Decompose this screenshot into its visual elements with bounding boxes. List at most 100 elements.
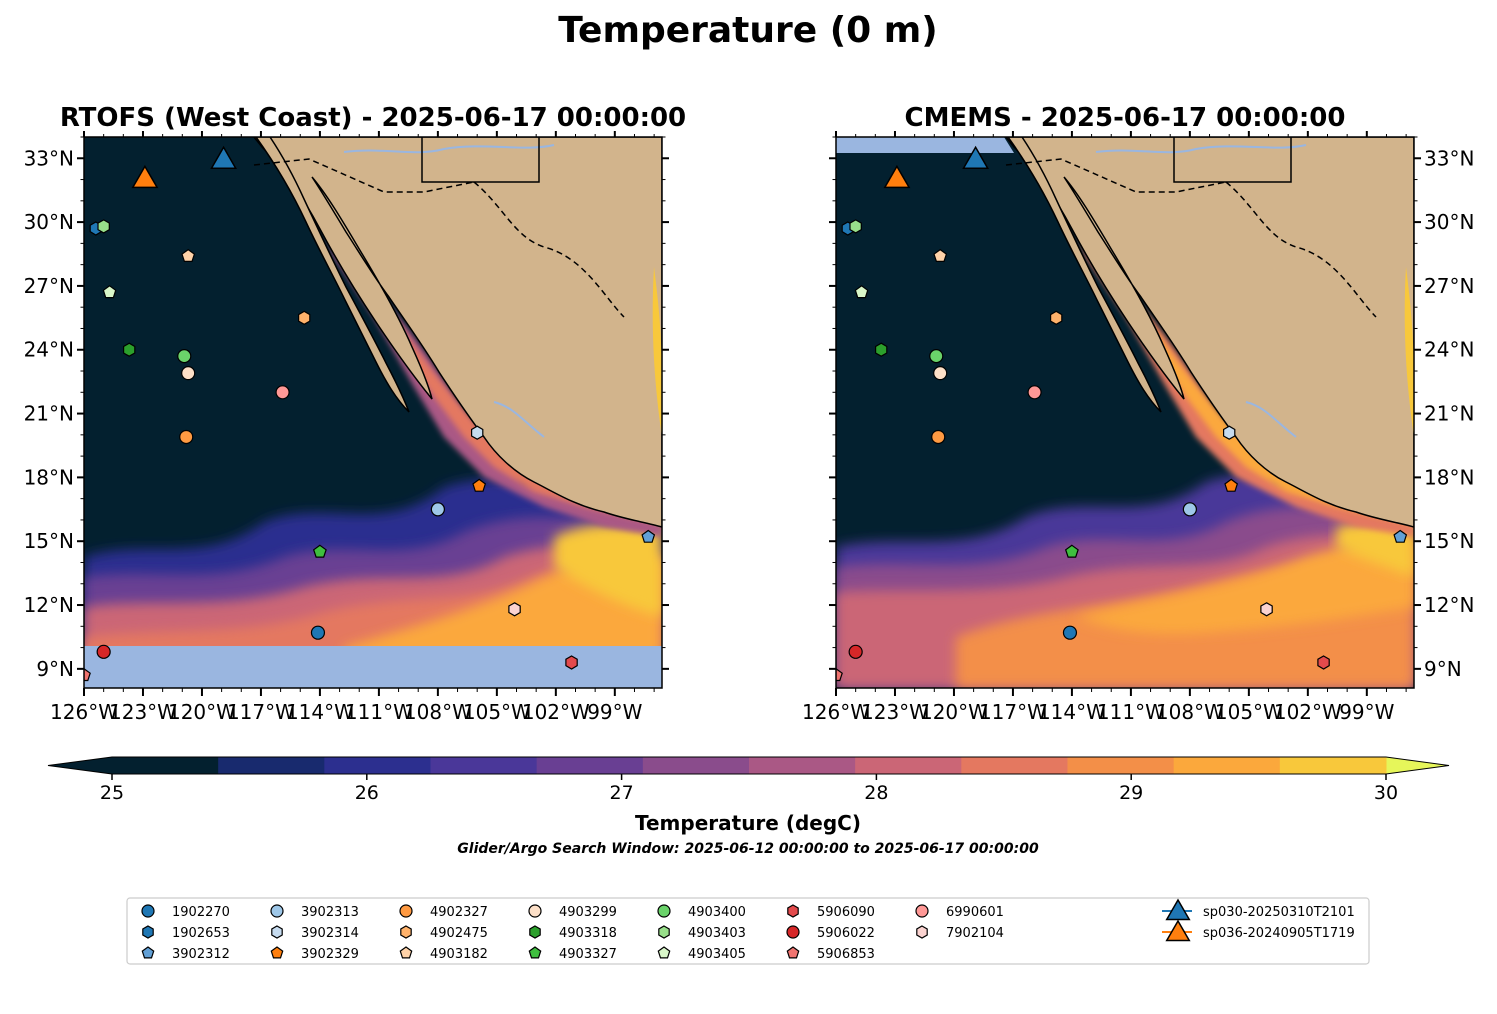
legend-label: 3902329 [301,947,359,962]
obs-marker-3902329 [472,478,487,492]
colorbar-tick-label: 26 [355,782,379,804]
lat-tick-label: 9°N [36,657,74,681]
legend-label: 4903400 [688,905,746,920]
legend-marker-4903318 [529,925,541,939]
legend-label: 4903327 [559,947,617,962]
legend-marker-sp036-20240905T1719 [1165,919,1191,942]
obs-marker-3902312 [641,529,656,543]
panel-title-cmems: CMEMS - 2025-06-17 00:00:00 [905,103,1346,133]
lon-tick-label: 111°W [345,700,413,724]
axis-ticks-cmems: 126°W123°W120°W117°W114°W111°W108°W105°W… [802,131,1474,724]
legend-marker-3902314 [271,925,283,939]
panel-rtofs: RTOFS (West Coast) - 2025-06-17 00:00:00 [24,103,687,724]
obs-marker-4903318 [875,342,888,357]
legend-label: 3902312 [172,947,230,962]
colorbar: 25 26 27 28 29 30 [47,756,1450,804]
legend-marker-1902270 [141,904,155,918]
panel-title-rtofs: RTOFS (West Coast) - 2025-06-17 00:00:00 [60,103,686,133]
obs-marker-6990601 [275,385,290,400]
lon-tick-label: 120°W [920,700,988,724]
legend-marker-3902313 [270,904,284,918]
colorbar-bin [218,757,325,774]
panel-cmems: CMEMS - 2025-06-17 00:00:00 [802,103,1474,724]
legend-marker-4903327 [528,946,542,959]
legend-marker-4902327 [399,904,413,918]
obs-marker-4903182 [181,248,196,262]
obs-marker-6990601 [1027,385,1042,400]
obs-marker-3902329 [1224,478,1239,492]
lat-tick-label: 15°N [24,529,74,553]
obs-marker-5906090 [565,655,578,670]
lat-tick-label: 33°N [1424,146,1474,170]
legend-marker-4903299 [528,904,542,918]
obs-marker-4902475 [298,310,311,325]
legend-label: 4903299 [559,905,617,920]
legend-label: 7902104 [946,926,1004,941]
obs-marker-5906090 [1317,655,1330,670]
lon-tick-label: 117°W [227,700,295,724]
lat-tick-label: 18°N [1424,465,1474,489]
legend-marker-7902104 [916,925,928,939]
map-frame [83,136,663,689]
nodata-strip [84,646,662,688]
colorbar-under-arrow [48,757,112,774]
land-mask [1005,137,1414,528]
nodata-strip [836,137,1014,153]
obs-marker-4903403 [849,219,862,234]
legend-marker-3902312 [141,946,155,959]
legend-label: 4903405 [688,947,746,962]
lon-tick-label: 123°W [109,700,177,724]
obs-marker-4902327 [179,429,194,445]
obs-marker-4903400 [177,349,192,364]
obs-marker-7902104 [508,602,521,617]
lon-tick-label: 126°W [802,700,870,724]
legend-label: 4903403 [688,926,746,941]
colorbar-bin [961,757,1068,774]
lat-tick-label: 18°N [24,465,74,489]
legend: 1902270 1902653 3902312 3902313 3902314 39023… [126,897,1370,965]
lon-tick-label: 114°W [286,700,354,724]
colorbar-bin [1067,757,1175,774]
baja-peninsula [255,137,410,413]
legend-marker-1902653 [142,925,154,939]
colorbar-bin [642,757,750,774]
glider-marker-sp030-20250310T2101 [210,145,237,170]
lat-tick-label: 15°N [1424,529,1474,553]
lat-tick-label: 30°N [1424,210,1474,234]
legend-marker-4903403 [658,925,670,939]
lon-tick-label: 117°W [979,700,1047,724]
obs-marker-5906853 [84,667,91,682]
lon-tick-label: 102°W [522,700,590,724]
obs-marker-4903327 [312,544,327,558]
obs-marker-4903182 [933,248,948,262]
lat-tick-label: 21°N [1424,402,1474,426]
lat-tick-label: 24°N [24,338,74,362]
legend-marker-6990601 [915,904,929,918]
lon-tick-label: 114°W [1038,700,1106,724]
lon-tick-label: 108°W [1156,700,1224,724]
lat-tick-label: 33°N [24,146,74,170]
obs-marker-4903327 [1064,544,1079,558]
glider-marker-sp030-20250310T2101 [962,145,989,170]
colorbar-tick-label: 25 [100,782,124,804]
legend-label: sp036-20240905T1719 [1203,926,1355,941]
legend-label: sp030-20250310T2101 [1203,905,1355,920]
obs-marker-1902270 [1062,625,1078,640]
legend-marker-5906853 [786,946,800,959]
legend-label: 4903182 [430,947,488,962]
observation-markers-cmems [836,145,1408,682]
lon-tick-label: 126°W [50,700,118,724]
lon-tick-label: 111°W [1097,700,1165,724]
legend-label: 1902270 [172,905,230,920]
obs-marker-4903405 [854,285,869,299]
baja-peninsula [1007,137,1162,413]
lon-tick-label: 120°W [168,700,236,724]
obs-marker-4903318 [123,342,136,357]
legend-label: 4903318 [559,926,617,941]
colorbar-tick-label: 27 [610,782,634,804]
lat-tick-label: 12°N [24,593,74,617]
obs-marker-4903400 [929,349,944,364]
legend-label: 5906853 [817,947,875,962]
colorbar-bin [430,757,538,774]
